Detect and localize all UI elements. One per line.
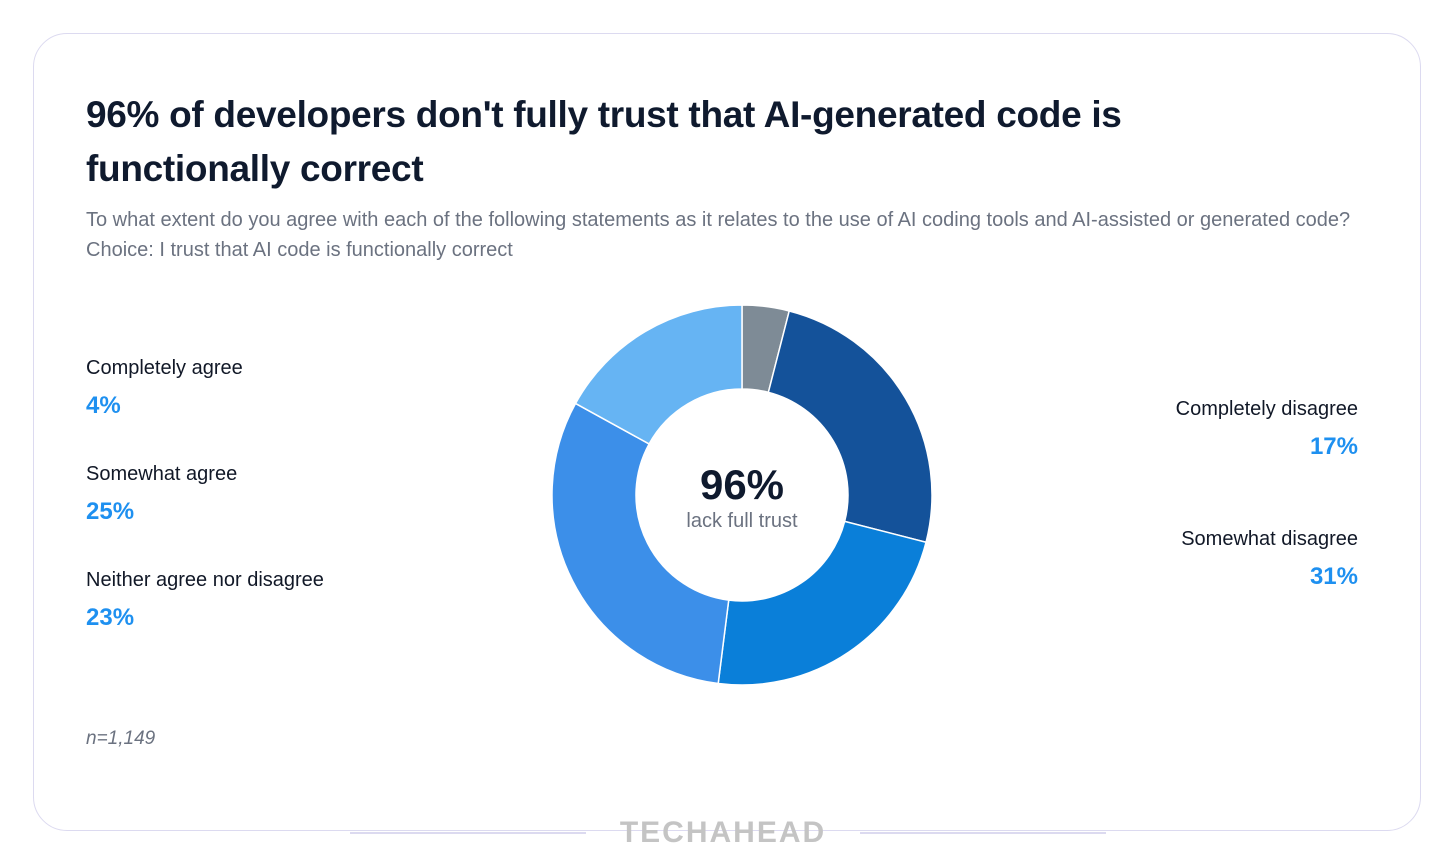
legend-label: Somewhat disagree xyxy=(1181,528,1358,550)
donut-slice-completely-disagree xyxy=(574,304,743,445)
legend-item-completely-agree: Completely agree 4% xyxy=(86,355,243,421)
legend-item-somewhat-agree: Somewhat agree 25% xyxy=(86,461,237,527)
brand-divider-right xyxy=(860,832,1106,834)
legend-item-somewhat-disagree: Somewhat disagree 31% xyxy=(1181,526,1358,592)
legend-value: 4% xyxy=(86,392,121,419)
brand-logo: TECHAHEAD xyxy=(619,816,827,849)
legend-label: Somewhat agree xyxy=(86,463,238,485)
legend-value: 31% xyxy=(1309,563,1358,590)
donut-slice-somewhat-disagree xyxy=(551,402,730,685)
legend-value: 25% xyxy=(86,498,135,525)
chart-subtitle: To what extent do you agree with each of… xyxy=(86,209,1351,261)
legend-label: Neither agree nor disagree xyxy=(86,569,324,591)
legend-label: Completely agree xyxy=(86,357,243,379)
donut-chart xyxy=(551,304,933,686)
donut-slice-neither xyxy=(717,520,927,686)
legend-item-neither: Neither agree nor disagree 23% xyxy=(86,567,324,633)
brand-divider-left xyxy=(350,832,586,834)
brand-footer: TECHAHEAD xyxy=(0,815,1456,851)
legend-label: Completely disagree xyxy=(1175,398,1358,420)
chart-card xyxy=(33,33,1421,831)
chart-title: 96% of developers don't fully trust that… xyxy=(86,94,1122,189)
center-value: 96% xyxy=(699,461,785,508)
legend-value: 17% xyxy=(1309,433,1358,460)
legend-item-completely-disagree: Completely disagree 17% xyxy=(1176,396,1358,462)
sample-size-note: n=1,149 xyxy=(86,728,156,749)
center-label: lack full trust xyxy=(686,510,798,532)
donut-slice-somewhat-agree xyxy=(767,310,933,544)
legend-value: 23% xyxy=(86,604,135,631)
